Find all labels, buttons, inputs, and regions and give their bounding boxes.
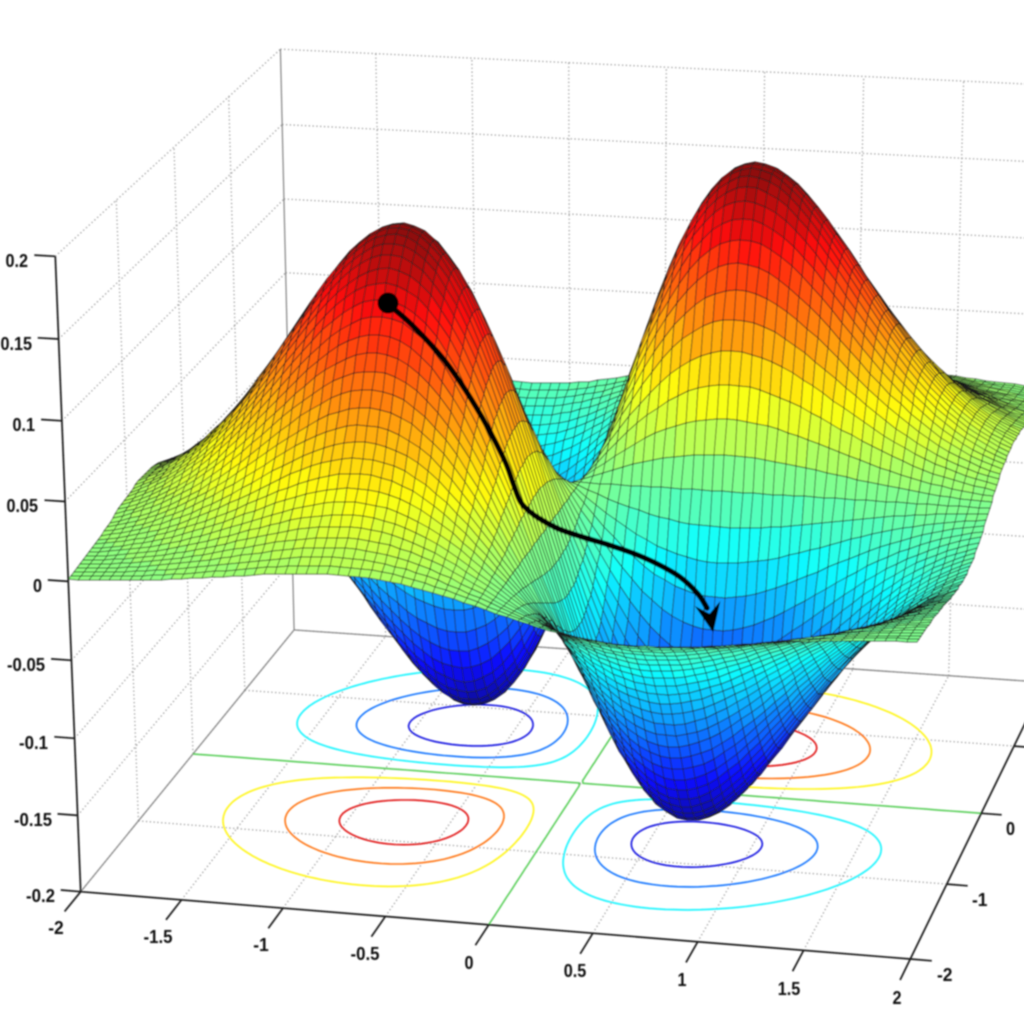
svg-text:2: 2 bbox=[893, 987, 902, 1008]
svg-text:0.15: 0.15 bbox=[1, 333, 33, 354]
svg-text:-1: -1 bbox=[253, 934, 269, 955]
svg-text:-0.2: -0.2 bbox=[26, 885, 55, 906]
svg-text:0.1: 0.1 bbox=[13, 414, 36, 435]
svg-text:-0.1: -0.1 bbox=[19, 732, 48, 753]
svg-text:-0.15: -0.15 bbox=[14, 809, 52, 830]
svg-text:0.05: 0.05 bbox=[7, 495, 39, 516]
svg-text:0: 0 bbox=[33, 575, 42, 596]
svg-text:-2: -2 bbox=[937, 964, 953, 985]
svg-text:1: 1 bbox=[678, 969, 687, 990]
svg-text:1.5: 1.5 bbox=[778, 978, 801, 999]
svg-text:-0.05: -0.05 bbox=[7, 654, 45, 675]
svg-text:-0.5: -0.5 bbox=[351, 943, 380, 964]
svg-text:-1.5: -1.5 bbox=[144, 926, 173, 947]
svg-text:0: 0 bbox=[1006, 818, 1015, 839]
svg-text:-2: -2 bbox=[48, 917, 64, 938]
svg-text:0.5: 0.5 bbox=[564, 960, 587, 981]
svg-text:0: 0 bbox=[465, 952, 474, 973]
svg-text:-1: -1 bbox=[972, 889, 988, 910]
svg-text:0.2: 0.2 bbox=[6, 250, 29, 271]
